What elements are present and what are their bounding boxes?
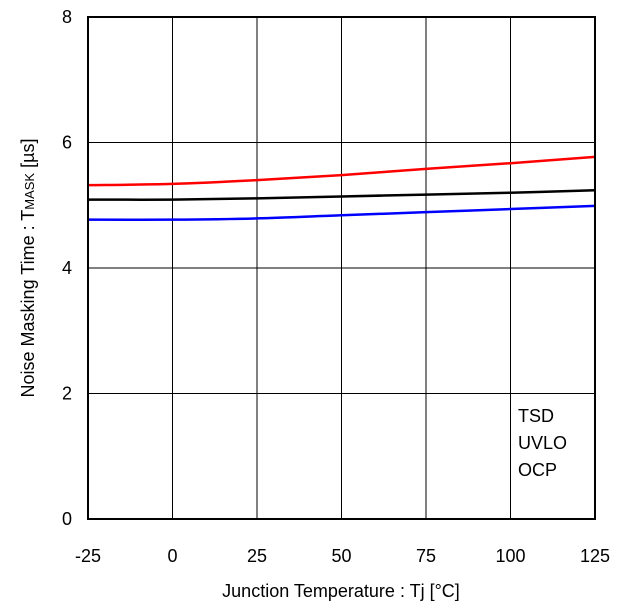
plot-frame xyxy=(87,16,596,520)
x-tick-label: 25 xyxy=(247,546,267,566)
y-axis-label-suffix: [µs] xyxy=(18,139,38,173)
x-tick-label: 50 xyxy=(331,546,351,566)
series-line-tsd xyxy=(87,155,596,187)
x-tick-label: 100 xyxy=(495,546,525,566)
x-axis-ticks: -25 0 25 50 75 100 125 xyxy=(75,546,610,566)
x-tick-label: 0 xyxy=(167,546,177,566)
series-line-ocp xyxy=(87,204,596,222)
legend-entry-tsd: TSD xyxy=(518,406,554,426)
y-tick-label: 2 xyxy=(62,384,72,404)
y-tick-label: 0 xyxy=(62,509,72,529)
y-tick-label: 8 xyxy=(62,7,72,27)
x-axis-label: Junction Temperature : Tj [°C] xyxy=(222,581,460,601)
legend-entry-uvlo: UVLO xyxy=(518,433,567,453)
y-tick-label: 6 xyxy=(62,133,72,153)
legend-entry-ocp: OCP xyxy=(518,460,557,480)
x-tick-label: 125 xyxy=(580,546,610,566)
gridlines xyxy=(88,17,595,519)
y-axis-label: Noise Masking Time : TMASK [µs] xyxy=(18,139,38,398)
legend: TSD UVLO OCP xyxy=(518,406,567,480)
x-tick-label: -25 xyxy=(75,546,101,566)
series-line-uvlo xyxy=(87,188,596,201)
y-axis-label-prefix: Noise Masking Time : T xyxy=(18,210,38,398)
x-tick-label: 75 xyxy=(416,546,436,566)
y-axis-ticks: 0 2 4 6 8 xyxy=(62,7,72,529)
y-axis-label-subscript: MASK xyxy=(22,173,37,210)
series-lines xyxy=(87,155,596,222)
y-tick-label: 4 xyxy=(62,258,72,278)
